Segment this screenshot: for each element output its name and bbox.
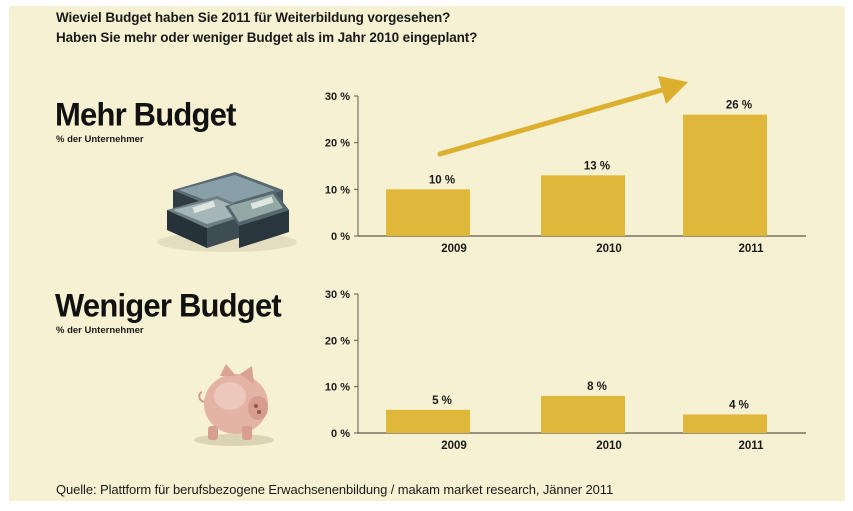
y-tick-label: 10 % — [325, 382, 350, 394]
bar — [386, 409, 470, 433]
section-subtitle-less-budget: % der Unternehmer — [56, 325, 144, 336]
y-tick-label: 0 % — [331, 231, 350, 243]
x-tick-label: 2010 — [596, 243, 622, 255]
section-title-more-budget: Mehr Budget — [55, 96, 236, 133]
trend-arrow-head-icon — [658, 76, 688, 104]
x-tick-label: 2009 — [441, 243, 467, 255]
x-tick-label: 2011 — [739, 243, 765, 255]
section-title-less-budget: Weniger Budget — [55, 287, 282, 324]
bar-value-label: 10 % — [429, 174, 455, 186]
bar-value-label: 8 % — [587, 381, 607, 393]
section-subtitle-more-budget: % der Unternehmer — [56, 134, 144, 145]
y-tick-label: 0 % — [331, 428, 350, 440]
bar-value-label: 4 % — [729, 399, 749, 411]
bar-value-label: 26 % — [726, 100, 752, 112]
x-tick-label: 2011 — [739, 440, 765, 452]
y-tick-label: 30 % — [325, 91, 350, 103]
bar — [386, 189, 470, 236]
question-line-2: Haben Sie mehr oder weniger Budget als i… — [56, 30, 478, 45]
y-tick-label: 30 % — [325, 289, 350, 301]
y-tick-label: 20 % — [325, 138, 350, 150]
bar — [683, 414, 767, 433]
x-tick-label: 2009 — [441, 440, 467, 452]
bar — [541, 395, 625, 433]
bar-value-label: 5 % — [432, 395, 452, 407]
y-tick-label: 10 % — [325, 184, 350, 196]
source-note: Quelle: Plattform für berufsbezogene Erw… — [56, 482, 614, 497]
x-tick-label: 2010 — [596, 440, 622, 452]
question-line-1: Wieviel Budget haben Sie 2011 für Weiter… — [56, 10, 451, 25]
bar — [541, 175, 625, 236]
y-tick-label: 20 % — [325, 335, 350, 347]
bar — [683, 114, 767, 236]
bar-value-label: 13 % — [584, 160, 610, 172]
trend-arrow-icon — [437, 87, 665, 157]
